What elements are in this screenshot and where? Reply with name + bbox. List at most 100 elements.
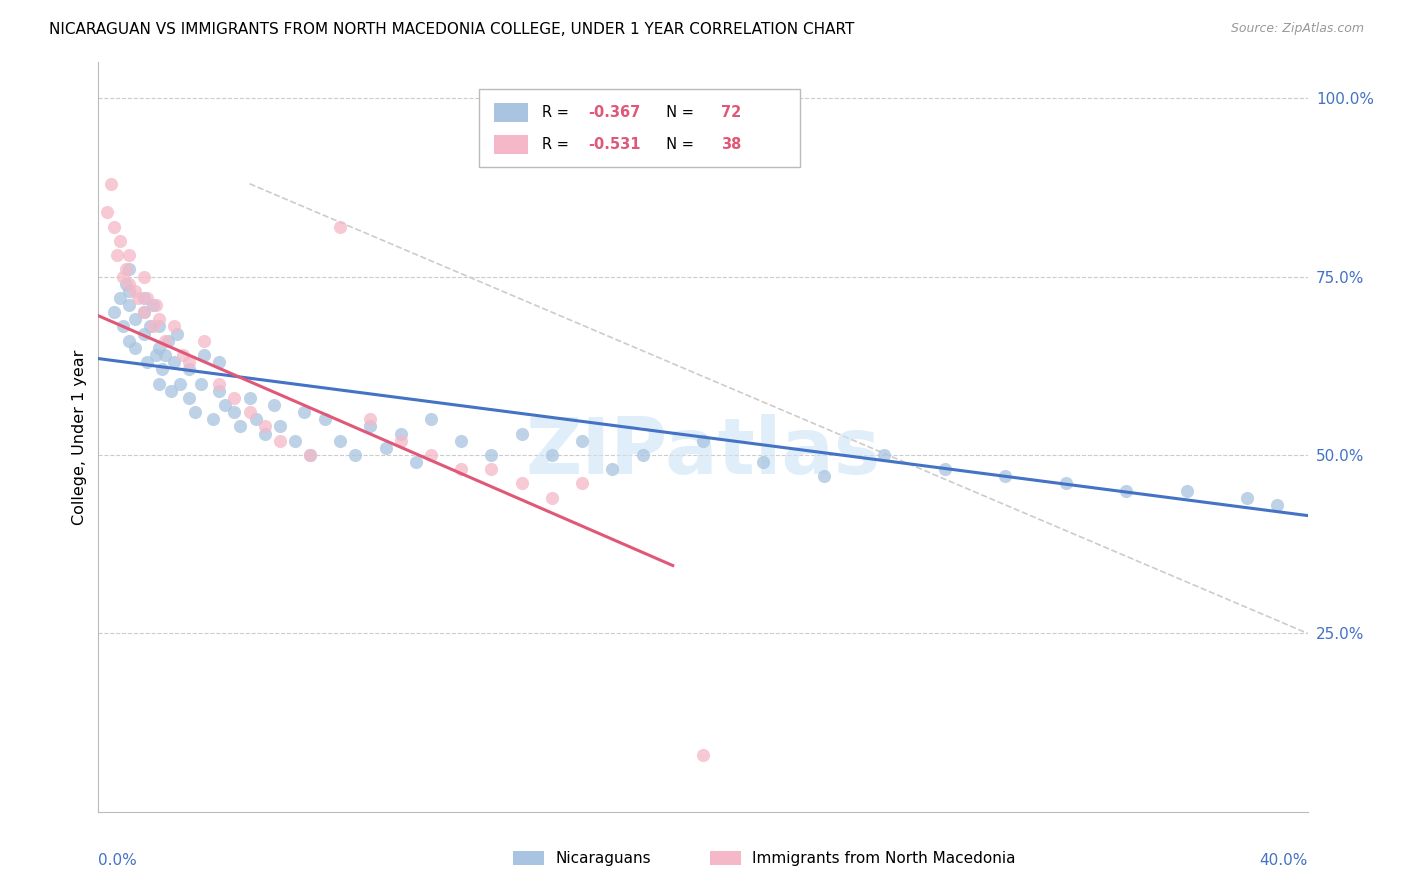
Point <box>153 348 176 362</box>
Text: N =: N = <box>657 137 699 153</box>
Point <box>150 362 173 376</box>
Point <box>692 434 714 448</box>
Point <box>108 291 131 305</box>
Point <box>103 219 125 234</box>
Point <box>208 384 231 398</box>
Point <box>145 348 167 362</box>
Point <box>292 405 315 419</box>
Point <box>160 384 183 398</box>
Point <box>813 469 835 483</box>
Point <box>344 448 367 462</box>
Point <box>245 412 267 426</box>
Point <box>184 405 207 419</box>
Point <box>105 248 128 262</box>
Point <box>420 412 443 426</box>
Point <box>692 747 714 762</box>
Point <box>208 355 231 369</box>
Point <box>284 434 307 448</box>
Text: 0.0%: 0.0% <box>98 853 138 868</box>
Point <box>103 305 125 319</box>
Point <box>118 298 141 312</box>
Point <box>1175 483 1198 498</box>
Point <box>752 455 775 469</box>
Point <box>108 234 131 248</box>
Point <box>172 348 194 362</box>
Point <box>153 334 176 348</box>
Point <box>934 462 956 476</box>
Point <box>145 298 167 312</box>
Point <box>631 448 654 462</box>
Point <box>148 312 170 326</box>
Point <box>540 448 562 462</box>
Point <box>360 412 382 426</box>
Text: 38: 38 <box>721 137 741 153</box>
Point <box>132 326 155 341</box>
Point <box>124 341 146 355</box>
Point <box>124 284 146 298</box>
Point <box>190 376 212 391</box>
Point <box>540 491 562 505</box>
Point <box>148 319 170 334</box>
Point <box>208 376 231 391</box>
Point <box>142 319 165 334</box>
Point <box>156 334 179 348</box>
Point <box>571 476 593 491</box>
Point <box>481 448 503 462</box>
Point <box>100 177 122 191</box>
Point <box>329 434 352 448</box>
Point <box>139 319 162 334</box>
Text: -0.531: -0.531 <box>588 137 641 153</box>
Point <box>179 391 201 405</box>
Point <box>329 219 352 234</box>
Point <box>114 277 136 291</box>
Point <box>299 448 322 462</box>
Point <box>510 426 533 441</box>
Point <box>118 284 141 298</box>
Point <box>360 419 382 434</box>
Point <box>269 434 291 448</box>
Point <box>602 462 624 476</box>
Point <box>148 376 170 391</box>
Point <box>124 312 146 326</box>
Point <box>405 455 427 469</box>
Point <box>214 398 236 412</box>
Point <box>111 319 134 334</box>
Point <box>135 291 157 305</box>
Text: Immigrants from North Macedonia: Immigrants from North Macedonia <box>752 851 1015 865</box>
Text: -0.367: -0.367 <box>588 105 640 120</box>
Point <box>420 448 443 462</box>
Point <box>1115 483 1137 498</box>
Point <box>96 205 118 219</box>
Point <box>132 269 155 284</box>
Point <box>166 326 188 341</box>
Text: 40.0%: 40.0% <box>1260 853 1308 868</box>
Point <box>132 291 155 305</box>
Point <box>132 305 155 319</box>
Point <box>481 462 503 476</box>
Point <box>263 398 285 412</box>
Point <box>253 426 276 441</box>
Point <box>239 405 262 419</box>
Text: ZIPatlas: ZIPatlas <box>526 414 880 490</box>
Point <box>142 298 165 312</box>
Point <box>135 355 157 369</box>
Point <box>148 341 170 355</box>
Point <box>114 262 136 277</box>
Point <box>169 376 191 391</box>
Point <box>389 434 412 448</box>
Point <box>229 419 252 434</box>
Point <box>314 412 336 426</box>
Text: N =: N = <box>657 105 699 120</box>
Point <box>299 448 322 462</box>
Point <box>571 434 593 448</box>
Text: Source: ZipAtlas.com: Source: ZipAtlas.com <box>1230 22 1364 36</box>
Point <box>118 262 141 277</box>
Point <box>193 348 215 362</box>
Text: R =: R = <box>543 137 574 153</box>
Point <box>224 405 246 419</box>
Point <box>389 426 412 441</box>
Point <box>269 419 291 434</box>
Point <box>179 355 201 369</box>
Point <box>163 355 186 369</box>
Point <box>253 419 276 434</box>
